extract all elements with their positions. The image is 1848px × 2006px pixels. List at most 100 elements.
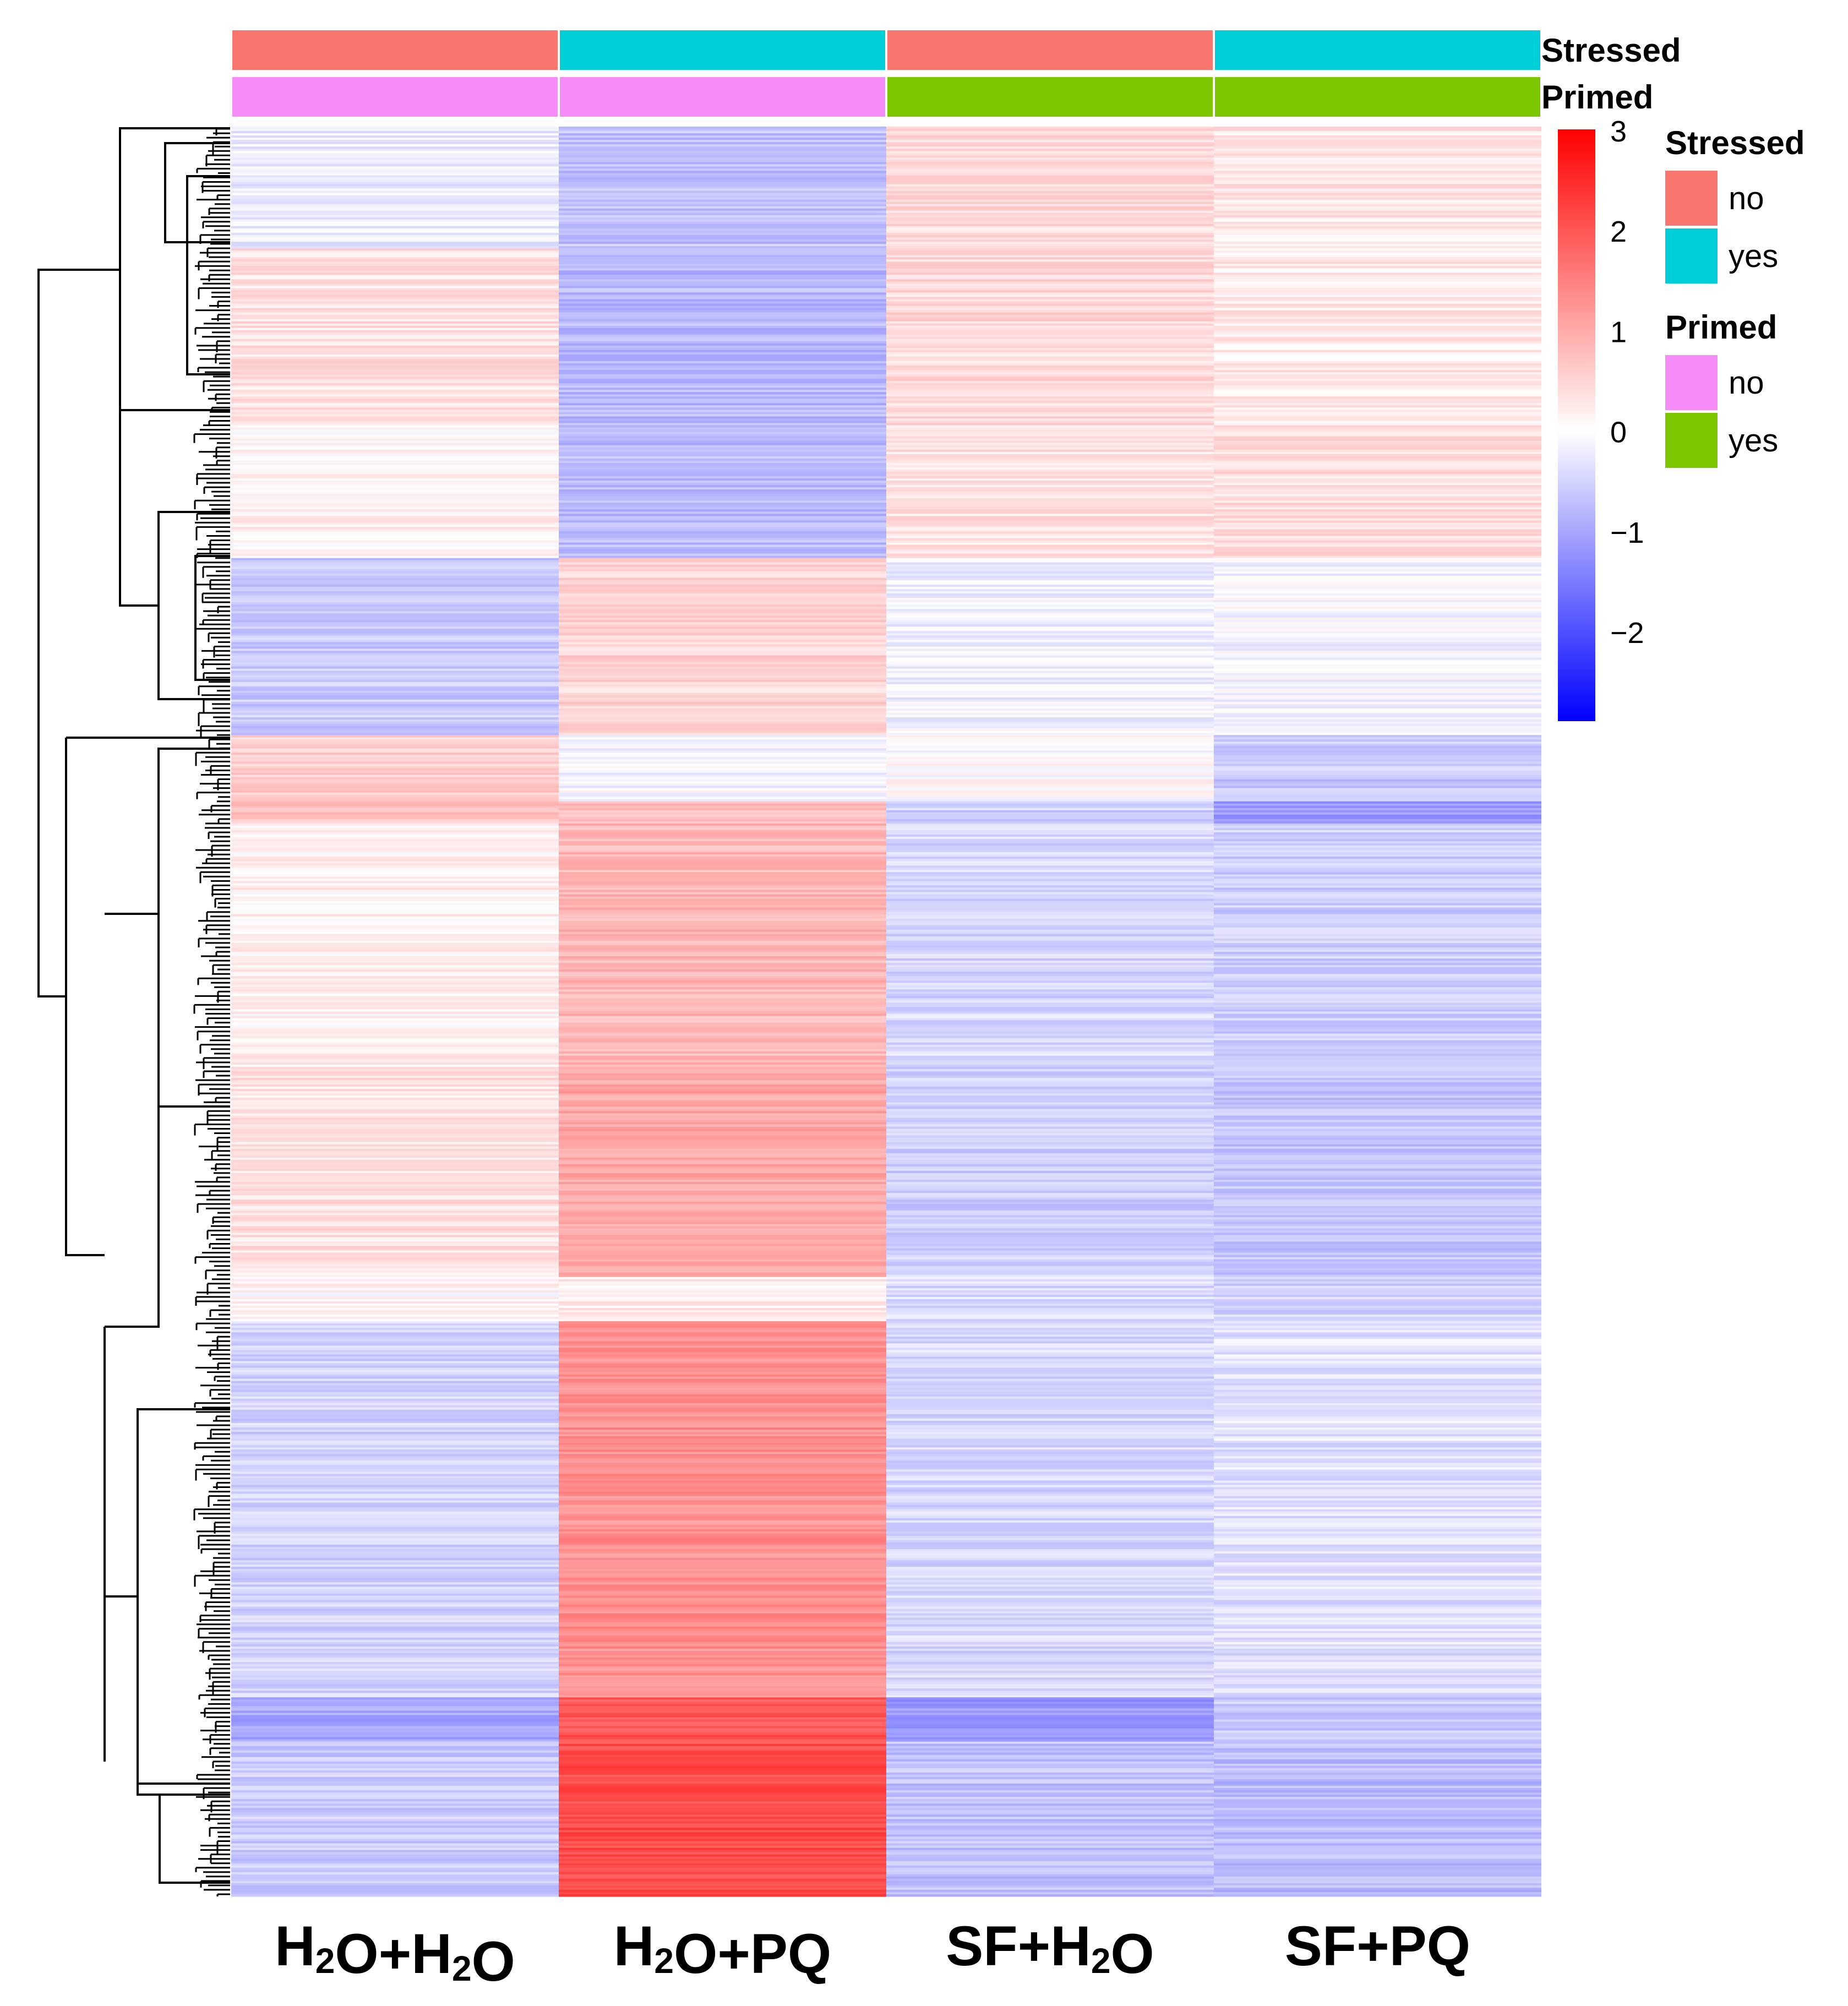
heatmap-cell bbox=[559, 1801, 886, 1804]
heatmap-cell bbox=[1214, 1394, 1541, 1397]
heatmap-cell bbox=[559, 1062, 886, 1065]
heatmap-cell bbox=[1214, 1208, 1541, 1211]
heatmap-cell bbox=[231, 1454, 559, 1457]
heatmap-cell bbox=[886, 759, 1214, 762]
heatmap-cell bbox=[231, 193, 559, 196]
heatmap-cell bbox=[1214, 1137, 1541, 1141]
heatmap-cell bbox=[1214, 1159, 1541, 1163]
heatmap-cell bbox=[231, 1680, 559, 1682]
heatmap-cell bbox=[231, 967, 559, 970]
heatmap-cell bbox=[1214, 1600, 1541, 1603]
heatmap-cell bbox=[1214, 781, 1541, 784]
heatmap-cell bbox=[886, 164, 1214, 167]
heatmap-cell bbox=[559, 1659, 886, 1662]
heatmap-cell bbox=[559, 1339, 886, 1342]
heatmap-cell bbox=[559, 750, 886, 753]
heatmap-cell bbox=[1214, 994, 1541, 996]
heatmap-cell bbox=[1214, 615, 1541, 618]
heatmap-cell bbox=[559, 478, 886, 481]
heatmap-cell bbox=[1214, 1524, 1541, 1528]
heatmap-cell bbox=[231, 1598, 559, 1601]
heatmap-cell bbox=[886, 485, 1214, 488]
heatmap-cell bbox=[1214, 1611, 1541, 1614]
heatmap-cell bbox=[886, 226, 1214, 229]
heatmap-cell bbox=[1214, 717, 1541, 720]
heatmap-cell bbox=[559, 1812, 886, 1815]
heatmap-cell bbox=[231, 1422, 559, 1426]
heatmap-cell bbox=[231, 1066, 559, 1070]
heatmap-cell bbox=[559, 133, 886, 136]
heatmap-cell bbox=[1214, 392, 1541, 395]
heatmap-cell bbox=[231, 1602, 559, 1605]
heatmap-cell bbox=[231, 821, 559, 824]
heatmap-cell bbox=[886, 1385, 1214, 1388]
heatmap-cell bbox=[1214, 991, 1541, 994]
heatmap-cell bbox=[886, 1266, 1214, 1269]
heatmap-cell bbox=[886, 1786, 1214, 1789]
heatmap-cell bbox=[559, 695, 886, 698]
heatmap-cell bbox=[231, 1887, 559, 1890]
heatmap-cell bbox=[231, 215, 559, 218]
heatmap-cell bbox=[1214, 1770, 1541, 1773]
heatmap-cell bbox=[886, 215, 1214, 218]
heatmap-cell bbox=[559, 1836, 886, 1840]
heatmap-cell bbox=[231, 1064, 559, 1067]
heatmap-cell bbox=[1214, 1556, 1541, 1558]
heatmap-cell bbox=[886, 735, 1214, 738]
heatmap-cell bbox=[559, 1529, 886, 1532]
heatmap-cell bbox=[559, 1602, 886, 1605]
annotation-name-primed: Primed bbox=[1541, 79, 1653, 116]
heatmap-cell bbox=[559, 883, 886, 886]
heatmap-cell bbox=[1214, 533, 1541, 537]
heatmap-cell bbox=[231, 972, 559, 974]
heatmap-cell bbox=[1214, 243, 1541, 247]
heatmap-cell bbox=[886, 1449, 1214, 1452]
heatmap-cell bbox=[231, 695, 559, 698]
heatmap-cell bbox=[886, 1560, 1214, 1563]
heatmap-cell bbox=[231, 248, 559, 251]
heatmap-cell bbox=[559, 153, 886, 156]
heatmap-cell bbox=[1214, 277, 1541, 280]
heatmap-cell bbox=[559, 1741, 886, 1745]
heatmap-cell bbox=[886, 1788, 1214, 1791]
heatmap-cell bbox=[1214, 1504, 1541, 1508]
heatmap-cell bbox=[1214, 1000, 1541, 1004]
heatmap-cell bbox=[886, 843, 1214, 846]
heatmap-cell bbox=[1214, 1277, 1541, 1280]
heatmap-cell bbox=[1214, 1024, 1541, 1028]
heatmap-cell bbox=[886, 295, 1214, 298]
heatmap-cell bbox=[559, 852, 886, 855]
heatmap-cell bbox=[559, 761, 886, 764]
heatmap-cell bbox=[231, 657, 559, 661]
heatmap-cell bbox=[231, 1385, 559, 1388]
heatmap-cell bbox=[886, 1874, 1214, 1877]
heatmap-cell bbox=[1214, 1157, 1541, 1160]
heatmap-cell bbox=[1214, 1529, 1541, 1532]
heatmap-cell bbox=[1214, 1631, 1541, 1634]
heatmap-cell bbox=[559, 1398, 886, 1402]
heatmap-cell bbox=[231, 429, 559, 433]
heatmap-cell bbox=[559, 1803, 886, 1806]
heatmap-cell bbox=[886, 328, 1214, 331]
heatmap-cell bbox=[886, 761, 1214, 764]
heatmap-cell bbox=[1214, 664, 1541, 667]
heatmap-cell bbox=[231, 325, 559, 329]
heatmap-cell bbox=[559, 972, 886, 974]
heatmap-cell bbox=[559, 1854, 886, 1857]
heatmap-cell bbox=[231, 799, 559, 802]
heatmap-cell bbox=[886, 1323, 1214, 1326]
heatmap-cell bbox=[231, 909, 559, 913]
heatmap-cell bbox=[559, 1100, 886, 1103]
heatmap-cell bbox=[559, 1363, 886, 1366]
heatmap-cell bbox=[1214, 1547, 1541, 1550]
heatmap-cell bbox=[1214, 332, 1541, 335]
heatmap-cell bbox=[1214, 1821, 1541, 1824]
heatmap-cell bbox=[231, 965, 559, 968]
heatmap-cell bbox=[886, 1887, 1214, 1890]
heatmap-cell bbox=[231, 894, 559, 897]
heatmap-cell bbox=[886, 255, 1214, 258]
heatmap-cell bbox=[886, 447, 1214, 450]
heatmap-cell bbox=[886, 281, 1214, 284]
heatmap-cell bbox=[231, 808, 559, 811]
heatmap-cell bbox=[559, 573, 886, 576]
